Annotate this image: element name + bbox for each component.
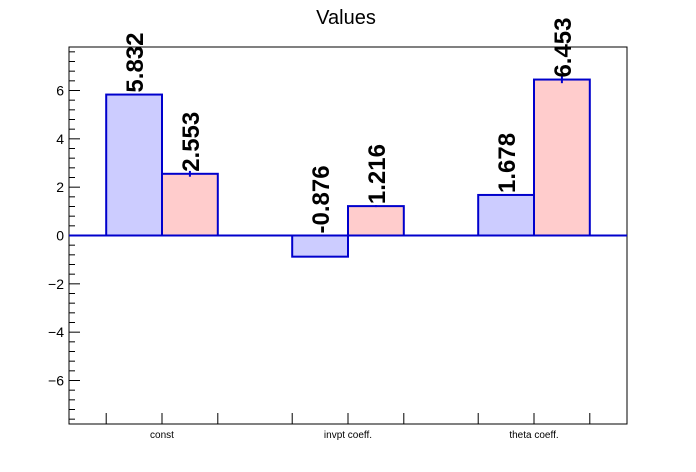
x-category-label: theta coeff. <box>509 430 558 441</box>
y-tick-label: −4 <box>48 324 64 340</box>
data-label: 6.453 <box>550 17 577 77</box>
bar <box>477 193 536 237</box>
y-tick-label: 6 <box>56 83 64 99</box>
data-label: -0.876 <box>308 165 335 233</box>
plot-area: −6 −4 −2 0 2 4 6 5.832 -0.876 1.678 2.553 1.216 6.45… <box>48 17 628 441</box>
y-tick-label: 0 <box>56 228 64 244</box>
bar <box>533 78 591 237</box>
x-category-label: const <box>150 430 174 441</box>
data-label: 1.678 <box>494 133 521 193</box>
y-tick-label: 4 <box>56 131 64 147</box>
bar <box>291 234 350 258</box>
data-label: 5.832 <box>122 32 149 92</box>
bar <box>347 205 405 237</box>
y-tick-label: 2 <box>56 179 64 195</box>
x-category-label: invpt coeff. <box>324 430 372 441</box>
data-label: 2.553 <box>178 112 205 172</box>
y-tick-label: −2 <box>48 276 64 292</box>
bar <box>161 172 219 237</box>
bar <box>105 93 163 237</box>
chart-title: Values <box>316 7 376 29</box>
y-tick-label: −6 <box>48 373 64 389</box>
data-label: 1.216 <box>364 144 391 204</box>
